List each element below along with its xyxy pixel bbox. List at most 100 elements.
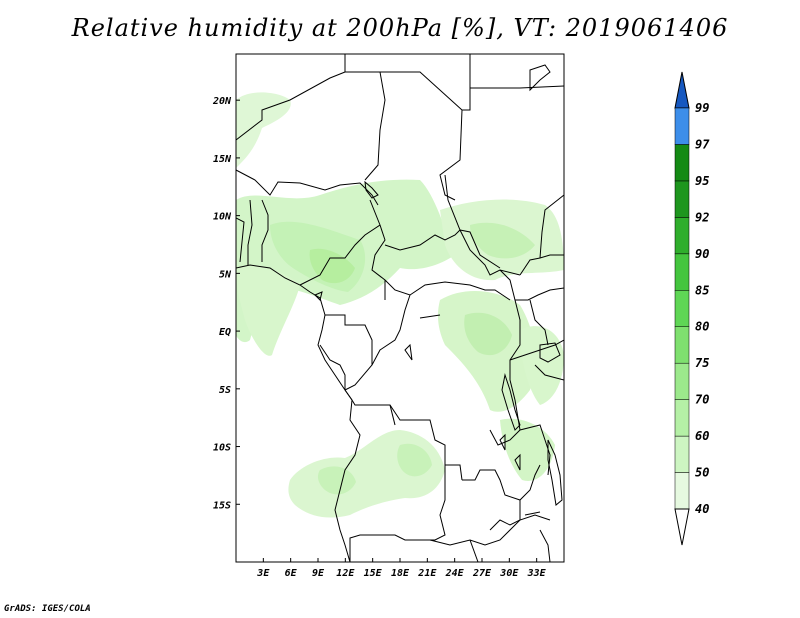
lake-outline (314, 291, 323, 301)
humidity-patch (317, 466, 356, 495)
border-line (429, 514, 551, 546)
colorbar-segment (674, 217, 690, 255)
lon-tick-label: 9E (312, 568, 325, 579)
border-line (444, 174, 521, 276)
lon-tick-label: 30E (499, 568, 519, 579)
map-title: Relative humidity at 200hPa [%], VT: 201… (71, 14, 729, 42)
colorbar-segment (674, 144, 690, 182)
border-line (378, 54, 471, 111)
border-line (539, 194, 564, 259)
colorbar-label: 95 (695, 174, 709, 188)
lat-tick-label: 5N (219, 269, 232, 280)
humidity-patch (309, 248, 355, 284)
longitude-axis: 3E 6E 9E 12E 15E 18E 21E 24E 27E 30E 33E (256, 558, 547, 579)
lon-tick-label: 15E (364, 568, 383, 579)
border-line (459, 229, 501, 269)
border-line (499, 269, 564, 301)
border-line (539, 529, 551, 562)
border-line (325, 314, 373, 391)
humidity-patch (236, 92, 291, 168)
lake-outline (547, 439, 563, 506)
colorbar-label: 85 (695, 283, 709, 297)
lat-tick-label: 5S (219, 385, 231, 396)
humidity-shading (236, 92, 564, 518)
lake-outline (501, 373, 521, 431)
border-line (489, 424, 551, 476)
colorbar-segment (674, 290, 690, 327)
lon-tick-label: 24E (445, 568, 465, 579)
colorbar-segment (674, 399, 690, 437)
border-line (261, 199, 269, 262)
country-boundaries (236, 54, 564, 562)
lat-tick-label: 10N (213, 212, 232, 223)
humidity-patch (236, 265, 300, 356)
colorbar-label: 75 (695, 356, 709, 370)
border-line (439, 109, 463, 201)
border-line (371, 224, 386, 300)
border-line (384, 229, 461, 251)
grads-credit: GrADS: IGES/COLA (4, 604, 91, 614)
colorbar-segment (674, 362, 690, 400)
lake-outline (539, 342, 561, 363)
lat-tick-label: 15S (213, 500, 231, 511)
colorbar-under-triangle (674, 508, 690, 546)
border-line (351, 399, 463, 481)
colorbar: 40 50 60 70 75 80 85 90 92 95 97 99 (674, 71, 710, 546)
border-line (247, 199, 253, 265)
border-line (384, 279, 511, 301)
coastline (236, 264, 361, 562)
lon-tick-label: 27E (472, 568, 492, 579)
humidity-patch (397, 443, 432, 477)
colorbar-label: 70 (695, 393, 709, 407)
humidity-patch (464, 312, 512, 356)
border-line (489, 500, 521, 531)
colorbar-label: 40 (695, 502, 709, 516)
lon-tick-label: 12E (336, 568, 355, 579)
lat-tick-label: 15N (213, 154, 232, 165)
lon-tick-label: 3E (256, 568, 270, 579)
lake-outline (529, 64, 551, 92)
lake-outline (364, 180, 379, 199)
latitude-axis: 20N 15N 10N 5N EQ 5S 10S 15S (212, 96, 240, 511)
border-line (371, 294, 411, 366)
lake-outline (524, 511, 541, 516)
colorbar-label: 80 (695, 320, 709, 334)
lat-tick-label: 20N (212, 96, 232, 107)
lat-tick-label: 10S (213, 443, 231, 454)
border-line (389, 404, 396, 426)
colorbar-label: 50 (695, 466, 709, 480)
lon-tick-label: 21E (417, 568, 437, 579)
border-line (462, 464, 541, 501)
border-line (349, 465, 446, 562)
colorbar-segment (674, 435, 690, 473)
border-line (299, 199, 381, 286)
lake-outline (499, 433, 506, 451)
colorbar-segment (674, 180, 690, 218)
colorbar-segment (674, 107, 690, 145)
colorbar-label: 92 (695, 210, 709, 224)
colorbar-segment (674, 326, 690, 364)
colorbar-segment (674, 472, 690, 510)
colorbar-label: 99 (695, 101, 709, 115)
colorbar-label: 97 (695, 137, 710, 151)
border-line (470, 85, 564, 89)
border-line (534, 364, 564, 381)
lake-outline (419, 314, 441, 319)
lat-tick-label: EQ (219, 327, 231, 338)
border-line (469, 539, 479, 562)
colorbar-label: 90 (695, 247, 709, 261)
border-line (345, 71, 386, 181)
humidity-patch (470, 222, 535, 259)
lon-tick-label: 33E (527, 568, 547, 579)
lake-outline (514, 453, 521, 471)
border-line (236, 217, 245, 263)
colorbar-label: 60 (695, 429, 709, 443)
humidity-patch (500, 418, 555, 481)
lon-tick-label: 6E (285, 568, 298, 579)
lon-tick-label: 18E (391, 568, 410, 579)
lake-outline (404, 343, 413, 361)
border-line (529, 299, 549, 346)
border-line (319, 344, 353, 401)
colorbar-segment (674, 253, 690, 291)
